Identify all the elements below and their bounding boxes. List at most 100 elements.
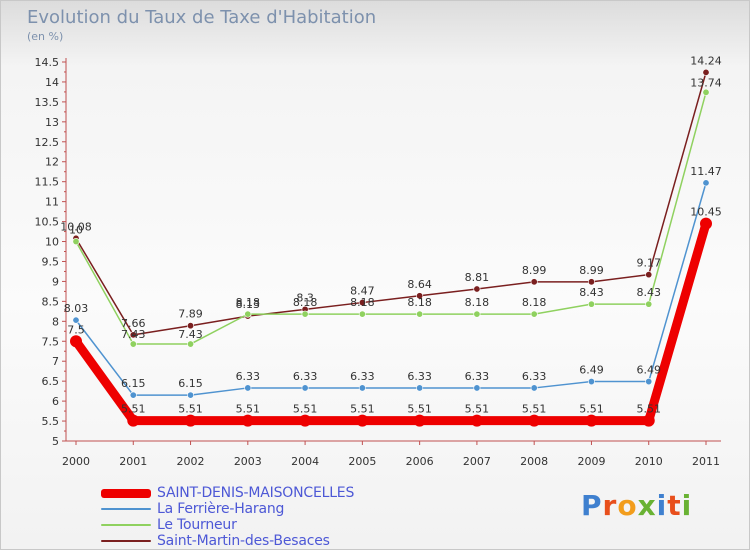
- y-tick-label: 13: [45, 116, 59, 129]
- x-tick-label: 2004: [291, 455, 319, 468]
- y-tick-label: 11.5: [35, 176, 60, 189]
- data-point: [70, 335, 82, 348]
- data-label: 14.24: [690, 54, 722, 67]
- data-label: 8.03: [64, 302, 89, 315]
- data-label: 10.08: [60, 220, 92, 233]
- data-point: [587, 278, 595, 286]
- data-point: [299, 414, 312, 427]
- data-label: 8.18: [236, 296, 261, 309]
- series-line: [71, 219, 711, 426]
- data-point: [470, 414, 483, 427]
- legend: SAINT-DENIS-MAISONCELLES La Ferrière-Har…: [101, 485, 354, 549]
- logo-letter: i: [681, 489, 693, 522]
- data-point: [356, 414, 369, 427]
- data-label: 6.33: [236, 370, 261, 383]
- y-tick-label: 9.5: [42, 255, 60, 268]
- data-label: 5.51: [636, 403, 661, 416]
- data-point: [530, 278, 538, 286]
- y-tick-label: 12.5: [35, 136, 60, 149]
- data-point: [587, 378, 595, 386]
- data-point: [301, 310, 309, 318]
- data-label: 5.51: [579, 403, 604, 416]
- y-tick-label: 13.5: [35, 96, 60, 109]
- data-label: 7.43: [178, 328, 203, 341]
- data-label: 5.51: [522, 403, 547, 416]
- legend-swatch: [101, 488, 151, 498]
- logo-letter: x: [637, 489, 657, 522]
- data-point: [244, 310, 252, 318]
- data-point: [129, 391, 137, 399]
- data-point: [127, 414, 140, 427]
- y-tick-label: 5: [52, 435, 59, 448]
- data-point: [72, 238, 80, 246]
- data-label: 7.66: [121, 317, 146, 330]
- data-label: 11.47: [690, 165, 722, 178]
- logo-letter: i: [656, 489, 668, 522]
- data-point: [416, 384, 424, 392]
- data-point: [702, 88, 710, 96]
- legend-item-le-tourneur: Le Tourneur: [101, 517, 354, 533]
- data-point: [129, 331, 137, 339]
- data-point: [187, 391, 195, 399]
- data-label: 7.89: [178, 308, 203, 321]
- data-label: 5.51: [178, 403, 203, 416]
- x-tick-label: 2003: [234, 455, 262, 468]
- data-label: 6.33: [293, 370, 318, 383]
- legend-label: Le Tourneur: [157, 517, 237, 533]
- data-point: [72, 316, 80, 324]
- data-point: [187, 322, 195, 330]
- logo-letter: r: [602, 489, 618, 522]
- y-tick-label: 6.5: [42, 375, 60, 388]
- data-label: 5.51: [407, 403, 432, 416]
- y-tick-label: 14: [45, 76, 59, 89]
- data-point: [530, 384, 538, 392]
- data-point: [645, 300, 653, 308]
- data-label: 8.18: [407, 296, 432, 309]
- data-point: [530, 310, 538, 318]
- legend-swatch: [101, 508, 151, 510]
- data-label: 8.43: [579, 286, 604, 299]
- data-label: 8.18: [465, 296, 490, 309]
- y-tick-label: 6: [52, 395, 59, 408]
- x-tick-label: 2002: [177, 455, 205, 468]
- y-tick-label: 14.5: [35, 56, 60, 69]
- y-tick-label: 7: [52, 355, 59, 368]
- data-label: 8.99: [522, 264, 547, 277]
- data-label: 5.51: [121, 403, 146, 416]
- data-label: 5.51: [236, 403, 261, 416]
- data-label: 5.51: [350, 403, 375, 416]
- data-label: 8.43: [636, 286, 661, 299]
- y-tick-label: 8: [52, 315, 59, 328]
- data-label: 8.3: [296, 291, 314, 304]
- data-label: 10: [69, 224, 83, 237]
- data-label: 8.64: [407, 278, 432, 291]
- data-point: [473, 285, 481, 293]
- data-point: [184, 414, 197, 427]
- data-point: [358, 310, 366, 318]
- y-tick-label: 10: [45, 236, 59, 249]
- data-label: 6.33: [465, 370, 490, 383]
- data-point: [413, 414, 426, 427]
- data-point: [358, 384, 366, 392]
- data-point: [416, 292, 424, 300]
- data-label: 6.49: [579, 364, 604, 377]
- data-label: 9.17: [636, 257, 661, 270]
- y-tick-label: 7.5: [42, 335, 60, 348]
- data-point: [416, 310, 424, 318]
- data-label: 8.81: [465, 271, 490, 284]
- chart-title: Evolution du Taux de Taxe d'Habitation: [27, 7, 377, 28]
- legend-swatch: [101, 524, 151, 526]
- data-label: 8.99: [579, 264, 604, 277]
- x-tick-label: 2010: [635, 455, 663, 468]
- data-point: [241, 414, 254, 427]
- data-point: [700, 217, 712, 230]
- data-label: 13.74: [690, 76, 722, 89]
- data-label: 7.43: [121, 328, 146, 341]
- series-line: [75, 71, 707, 336]
- data-point: [473, 310, 481, 318]
- series-line: [75, 91, 707, 345]
- x-tick-label: 2007: [463, 455, 491, 468]
- data-point: [585, 414, 598, 427]
